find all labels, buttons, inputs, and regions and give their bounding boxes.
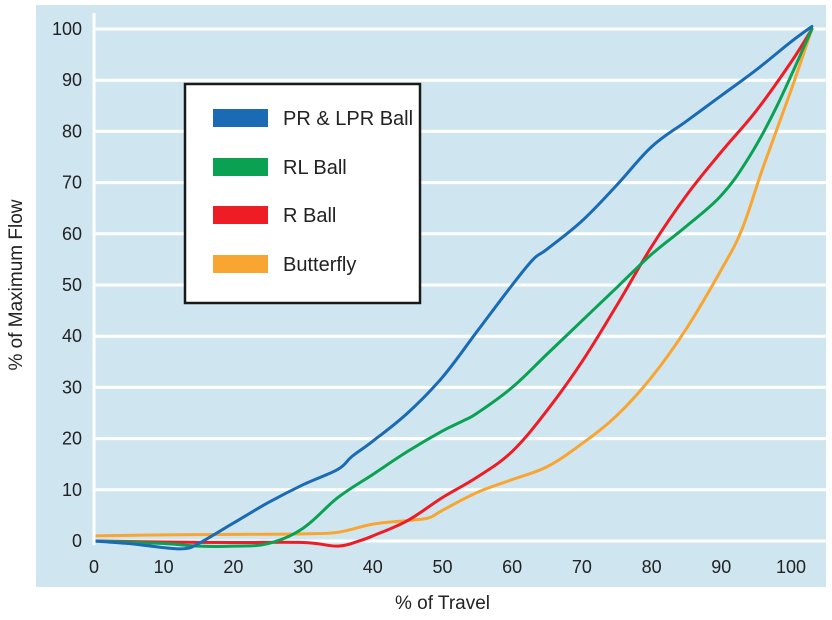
x-tick-label: 0	[89, 557, 99, 577]
y-tick-label: 50	[62, 275, 82, 295]
y-tick-label: 90	[62, 70, 82, 90]
x-tick-label: 40	[363, 557, 383, 577]
y-tick-label: 60	[62, 224, 82, 244]
series-line-r-ball	[92, 27, 814, 548]
y-tick-label: 0	[72, 531, 82, 551]
legend-swatch	[213, 109, 268, 127]
legend-swatch	[213, 158, 268, 176]
y-axis-ticks: 0 10 20 30 40 50 60 70 80 90 100	[52, 19, 82, 551]
x-tick-label: 10	[154, 557, 174, 577]
y-tick-label: 30	[62, 377, 82, 397]
y-axis-title: % of Maximum Flow	[6, 199, 27, 370]
x-tick-label: 50	[432, 557, 452, 577]
y-tick-label: 40	[62, 326, 82, 346]
series-line-rl-ball	[92, 27, 814, 548]
legend-label: Butterfly	[283, 254, 356, 276]
x-tick-label: 30	[293, 557, 313, 577]
legend-swatch	[213, 206, 268, 224]
x-tick-label: 80	[642, 557, 662, 577]
y-tick-label: 100	[52, 19, 82, 39]
series-line-butterfly	[92, 27, 814, 538]
legend-swatch	[213, 255, 268, 273]
x-tick-label: 60	[502, 557, 522, 577]
x-axis-ticks: 0 10 20 30 40 50 60 70 80 90 100	[89, 557, 806, 577]
x-tick-label: 70	[572, 557, 592, 577]
y-tick-label: 80	[62, 121, 82, 141]
x-axis-title: % of Travel	[395, 593, 490, 614]
x-tick-label: 20	[223, 557, 243, 577]
series-line-pr-lpr-ball	[92, 24, 814, 551]
series-lines	[92, 24, 814, 551]
legend-label: PR & LPR Ball	[283, 108, 413, 130]
legend-label: R Ball	[283, 205, 336, 227]
y-tick-label: 70	[62, 173, 82, 193]
y-tick-label: 20	[62, 429, 82, 449]
y-tick-label: 10	[62, 480, 82, 500]
x-tick-label: 90	[711, 557, 731, 577]
x-tick-label: 100	[776, 557, 806, 577]
legend: PR & LPR Ball RL Ball R Ball Butterfly	[183, 82, 422, 305]
legend-label: RL Ball	[283, 157, 347, 179]
